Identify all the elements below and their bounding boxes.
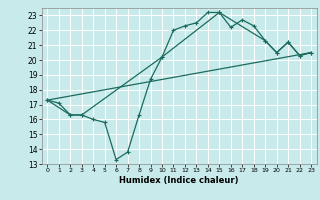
X-axis label: Humidex (Indice chaleur): Humidex (Indice chaleur) [119, 176, 239, 185]
